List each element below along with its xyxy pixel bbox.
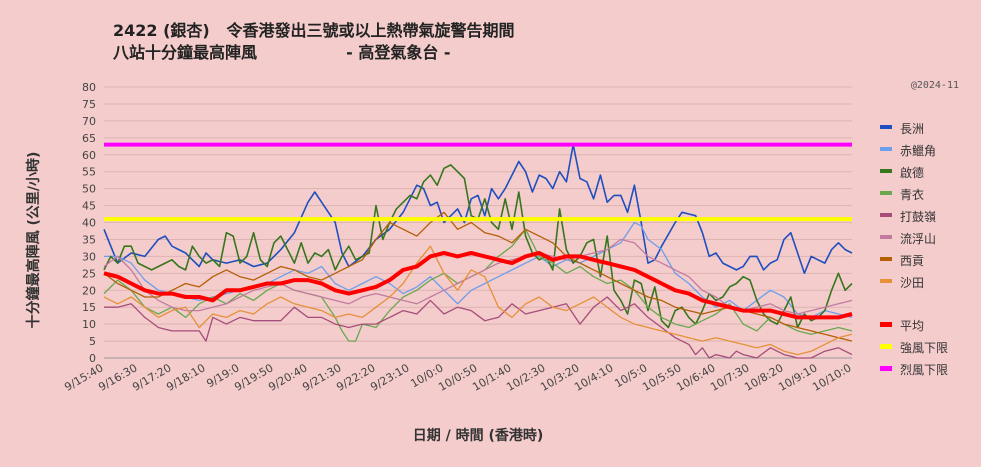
legend-label: 長洲 — [900, 122, 924, 136]
series-line-6 — [103, 211, 853, 342]
x-tick-label: 9/18:10 — [164, 361, 207, 393]
x-tick-label: 10/4:10 — [572, 361, 615, 393]
legend-label: 流浮山 — [900, 232, 936, 246]
series-line-5 — [103, 238, 853, 315]
legend-swatch — [880, 344, 892, 349]
y-tick-label: 75 — [82, 98, 96, 111]
chart-title: 2422 (銀杏) 令香港發出三號或以上熱帶氣旋警告期間 八站十分鐘最高陣風 -… — [113, 20, 514, 64]
legend-label: 烈風下限 — [900, 363, 948, 377]
title-line-2: 八站十分鐘最高陣風 - 高登氣象台 - — [113, 43, 451, 62]
series-line-7 — [103, 245, 853, 356]
series-line-2 — [103, 164, 853, 329]
y-tick-label: 35 — [82, 233, 96, 246]
grid — [104, 86, 852, 359]
x-axis: 9/15:409/16:309/17:209/18:109/19:09/19:5… — [62, 361, 853, 393]
y-tick-label: 80 — [82, 81, 96, 94]
legend-label: 平均 — [900, 319, 924, 333]
series-line-8 — [103, 251, 853, 320]
legend-swatch — [880, 169, 892, 173]
y-tick-label: 15 — [82, 301, 96, 314]
legend-label: 啟德 — [900, 165, 924, 180]
series-lines — [103, 142, 853, 359]
y-tick-label: 50 — [82, 183, 96, 196]
y-tick-label: 40 — [82, 217, 96, 230]
x-axis-label: 日期 / 時間 (香港時) — [413, 427, 544, 444]
date-stamp: @2024-11 — [910, 80, 959, 91]
y-tick-label: 20 — [82, 284, 96, 297]
series-line-0 — [103, 143, 853, 275]
legend-swatch — [880, 366, 892, 371]
legend-swatch — [880, 257, 892, 261]
legend-label: 西貢 — [900, 254, 924, 268]
x-tick-label: 10/10:0 — [810, 361, 853, 393]
y-axis: 0 5 10 15 20 25 30 35 40 45 50 55 60 65 70 75 80 — [82, 81, 96, 365]
x-tick-label: 9/23:10 — [368, 361, 411, 393]
series-line-1 — [104, 221, 853, 319]
y-tick-label: 0 — [89, 352, 96, 365]
legend-swatch — [880, 191, 892, 195]
y-tick-label: 60 — [82, 149, 96, 162]
y-tick-label: 45 — [82, 200, 96, 213]
legend-label: 赤鱲角 — [900, 144, 936, 158]
legend-swatch — [880, 125, 892, 129]
legend-label: 青衣 — [900, 187, 924, 202]
legend-label: 打鼓嶺 — [900, 210, 936, 224]
legend-swatch — [880, 147, 892, 151]
y-axis-label: 十分鐘最高陣風 (公里/小時) — [25, 152, 42, 329]
legend-swatch — [880, 279, 892, 283]
y-tick-label: 30 — [82, 250, 96, 263]
title-line-1: 2422 (銀杏) 令香港發出三號或以上熱帶氣旋警告期間 — [113, 21, 515, 40]
y-tick-label: 10 — [82, 318, 96, 331]
y-tick-label: 55 — [82, 166, 96, 179]
y-tick-label: 65 — [82, 132, 96, 145]
legend-label: 強風下限 — [900, 341, 948, 355]
y-tick-label: 5 — [89, 335, 96, 348]
legend-label: 沙田 — [900, 276, 924, 290]
y-tick-label: 70 — [82, 115, 96, 128]
legend-swatch — [880, 213, 892, 217]
y-tick-label: 25 — [82, 267, 96, 280]
series-line-4 — [104, 296, 853, 359]
legend-swatch — [880, 322, 892, 327]
legend-swatch — [880, 235, 892, 239]
